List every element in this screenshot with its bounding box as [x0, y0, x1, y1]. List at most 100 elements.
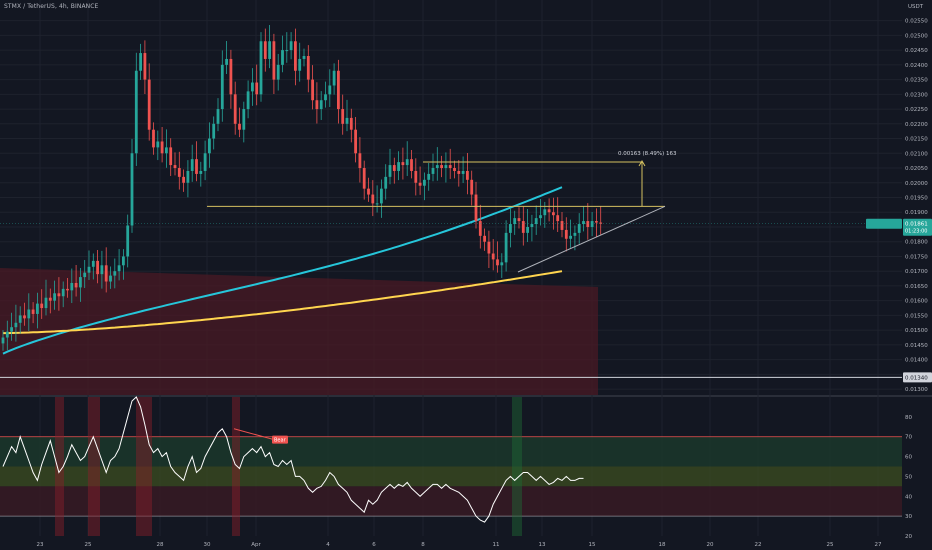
candle-body [229, 58, 233, 95]
candle-body [263, 41, 267, 59]
candle-body [259, 41, 263, 95]
bear-badge-bg [272, 435, 288, 444]
candle-body [405, 159, 409, 166]
candle-body [504, 232, 508, 263]
candle-body [315, 100, 319, 110]
candle-body [384, 176, 388, 189]
rsi-tick-label: 50 [905, 474, 912, 480]
candle-body [453, 168, 456, 171]
candle-body [552, 212, 555, 216]
price-tick-label: 0.02400 [905, 63, 928, 69]
candle-body [152, 129, 155, 148]
candle-body [126, 225, 130, 257]
last-price-badge-bg [903, 218, 932, 236]
candle-body [349, 117, 353, 130]
candle-body [281, 50, 284, 65]
candle-body [410, 159, 413, 171]
rsi-tick-label: 40 [905, 494, 912, 500]
price-tick-label: 0.01550 [905, 313, 928, 319]
symbol-title: STMX / TetherUS, 4h, BINANCE [4, 3, 99, 10]
candle-body [160, 141, 164, 154]
candle-body [31, 309, 35, 314]
time-axis: 23 25 28 30 Apr 4 6 8 11 13 15 18 20 22 25 27 [37, 542, 882, 548]
candle-body [285, 50, 289, 52]
rsi-tick-label: 30 [905, 514, 912, 520]
candle-body [190, 159, 194, 171]
candle-body [272, 41, 276, 80]
price-tick-label: 0.02550 [905, 19, 928, 25]
candle-body [362, 168, 366, 189]
candle-body [100, 265, 104, 275]
candle-body [276, 64, 280, 80]
price-axis-unit: USDT [908, 4, 924, 10]
candle-body [569, 235, 572, 239]
candlestick-series [1, 25, 603, 351]
candle-body [294, 41, 297, 71]
candle-body [169, 147, 173, 166]
candle-body [306, 56, 310, 80]
candle-body [70, 282, 74, 291]
candle-body [91, 260, 95, 267]
candle-body [543, 209, 547, 216]
candle-body [599, 222, 603, 224]
candle-body [577, 224, 581, 233]
price-tick-label: 0.01500 [905, 328, 928, 334]
price-tick-label: 0.02100 [905, 151, 928, 157]
price-tick-label: 0.02200 [905, 122, 928, 128]
dark-red-zone [0, 268, 598, 395]
candle-body [177, 168, 181, 177]
rsi-highlight-column [55, 397, 64, 536]
candle-body [48, 297, 52, 301]
rsi-line [2, 396, 584, 523]
price-tick-label: 0.02350 [905, 78, 928, 84]
candle-body [388, 165, 392, 177]
bear-badge-label: Bear [274, 438, 287, 444]
candle-body [66, 288, 69, 291]
price-tick-label: 0.02450 [905, 48, 928, 54]
candle-body [513, 218, 517, 225]
countdown-label: 01:23:00 [905, 229, 927, 235]
rsi-tick-label: 70 [905, 435, 912, 441]
candle-body [10, 327, 13, 332]
candle-body [255, 82, 259, 95]
candle-body [371, 194, 375, 204]
candle-body [143, 53, 147, 80]
candle-body [427, 173, 431, 180]
moving-average-slow-line [3, 270, 563, 335]
candle-body [392, 165, 396, 171]
price-tick-label: 0.02050 [905, 166, 928, 172]
candle-body [324, 94, 327, 101]
candle-body [414, 170, 418, 183]
candle-body [375, 203, 379, 205]
candle-body [418, 182, 422, 186]
time-tick-label: 30 [204, 542, 211, 548]
candle-body [337, 70, 340, 110]
candle-body [517, 218, 521, 222]
rsi-highlight-column [136, 397, 152, 536]
price-tick-label: 0.01950 [905, 196, 928, 202]
candle-body [539, 215, 542, 219]
candle-body [521, 221, 525, 233]
price-tick-label: 0.01800 [905, 240, 928, 246]
rsi-tick-label: 60 [905, 455, 912, 461]
candle-body [186, 170, 190, 183]
candle-body [491, 253, 495, 260]
candle-body [40, 303, 44, 309]
candle-body [311, 79, 314, 101]
price-tick-label: 0.01400 [905, 358, 928, 364]
candle-body [220, 64, 224, 110]
candle-body [203, 153, 207, 171]
rsi-highlight-column [88, 397, 100, 536]
candle-body [582, 221, 585, 225]
candle-body [104, 265, 108, 282]
candle-body [440, 165, 443, 169]
candle-body [199, 170, 203, 174]
candle-body [96, 260, 99, 275]
candle-body [470, 179, 474, 195]
candle-body [117, 265, 121, 272]
price-tick-label: 0.01600 [905, 299, 928, 305]
price-tick-label: 0.02000 [905, 181, 928, 187]
time-tick-label: 23 [37, 542, 44, 548]
